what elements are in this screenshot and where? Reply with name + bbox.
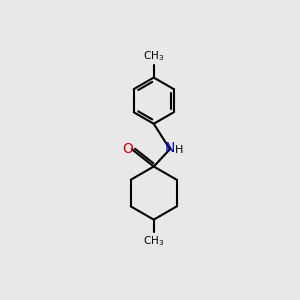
Text: CH$_3$: CH$_3$ [143, 234, 164, 248]
Text: H: H [175, 145, 183, 155]
Text: N: N [165, 141, 175, 155]
Text: CH$_3$: CH$_3$ [143, 49, 164, 63]
Text: O: O [122, 142, 133, 156]
